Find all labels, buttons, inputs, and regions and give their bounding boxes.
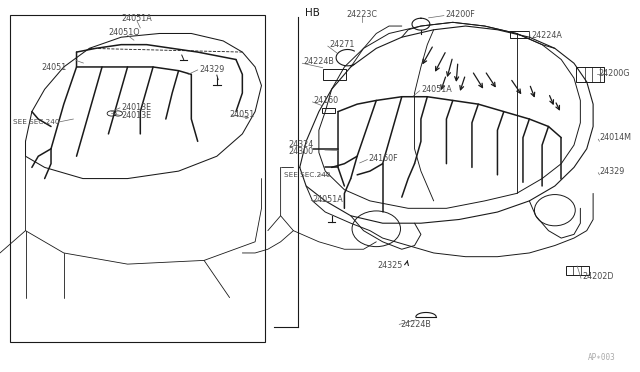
Text: SEE SEC.240: SEE SEC.240 <box>284 172 331 178</box>
Bar <box>322 108 335 113</box>
Bar <box>576 67 604 82</box>
Text: 24224B: 24224B <box>401 320 431 329</box>
Bar <box>566 266 589 275</box>
Text: 24051: 24051 <box>42 63 67 72</box>
Text: 24051A: 24051A <box>122 14 152 23</box>
Text: 24224A: 24224A <box>531 31 562 40</box>
Text: 24160: 24160 <box>314 96 339 105</box>
Text: 24013E: 24013E <box>121 111 151 120</box>
Text: 24300: 24300 <box>288 147 314 156</box>
Text: 24013E: 24013E <box>121 103 151 112</box>
Text: 24051A: 24051A <box>312 195 343 203</box>
Text: HB: HB <box>305 8 320 18</box>
Text: 24224B: 24224B <box>303 57 335 66</box>
Text: AP∗003: AP∗003 <box>588 353 616 362</box>
Text: 24200G: 24200G <box>598 69 630 78</box>
Text: 24051A: 24051A <box>421 85 452 94</box>
Text: 24223C: 24223C <box>347 10 378 19</box>
Bar <box>10 15 265 342</box>
Text: 24325: 24325 <box>378 262 403 270</box>
Text: SEE SEC.240: SEE SEC.240 <box>13 119 60 125</box>
Text: 24051: 24051 <box>230 110 255 119</box>
Text: 24160F: 24160F <box>369 154 398 163</box>
Text: 24329: 24329 <box>199 65 225 74</box>
Text: 24014M: 24014M <box>600 133 632 142</box>
Bar <box>510 31 529 38</box>
Text: 24202D: 24202D <box>582 272 614 281</box>
Text: 24051Q: 24051Q <box>109 28 140 37</box>
Text: 24329: 24329 <box>600 167 625 176</box>
Text: 24271: 24271 <box>329 40 355 49</box>
Text: 24200F: 24200F <box>445 10 475 19</box>
Text: 24324: 24324 <box>288 140 314 149</box>
